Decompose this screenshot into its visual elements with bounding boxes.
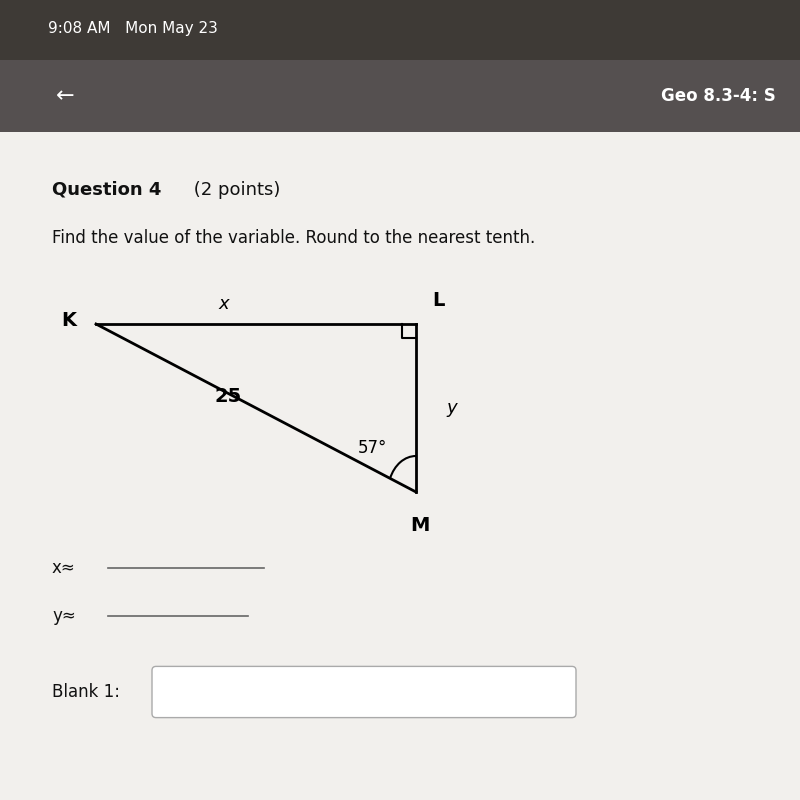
Bar bbox=[0, 0, 800, 132]
Bar bbox=[0, 60, 800, 132]
Text: Question 4: Question 4 bbox=[52, 181, 162, 198]
Bar bbox=[0, 0, 800, 60]
Text: Geo 8.3-4: S: Geo 8.3-4: S bbox=[662, 87, 776, 105]
Bar bbox=[0, 132, 800, 800]
Text: 57°: 57° bbox=[358, 439, 386, 457]
Text: y: y bbox=[446, 399, 457, 417]
FancyBboxPatch shape bbox=[152, 666, 576, 718]
Text: Blank 1:: Blank 1: bbox=[52, 683, 120, 701]
Text: M: M bbox=[410, 516, 430, 535]
Text: (2 points): (2 points) bbox=[188, 181, 280, 198]
Text: K: K bbox=[61, 310, 76, 330]
Text: x: x bbox=[218, 295, 230, 313]
Text: 9:08 AM   Mon May 23: 9:08 AM Mon May 23 bbox=[48, 22, 218, 36]
Text: 25: 25 bbox=[214, 386, 242, 406]
Text: y≈: y≈ bbox=[52, 607, 76, 625]
Text: Find the value of the variable. Round to the nearest tenth.: Find the value of the variable. Round to… bbox=[52, 229, 535, 246]
Text: x≈: x≈ bbox=[52, 559, 76, 577]
Text: ←: ← bbox=[56, 86, 74, 106]
Text: L: L bbox=[432, 290, 444, 310]
